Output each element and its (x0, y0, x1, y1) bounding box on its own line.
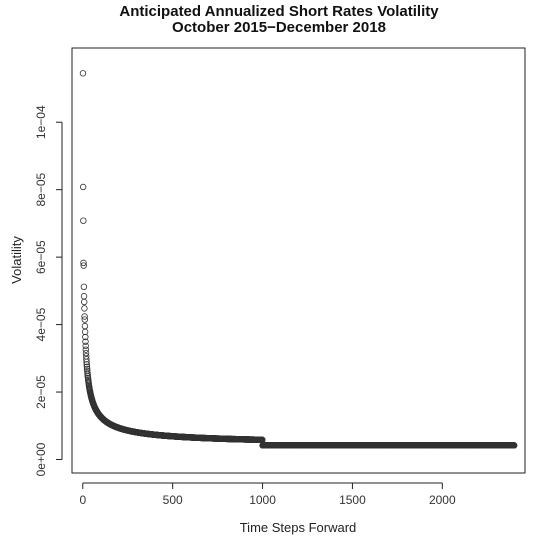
data-point (79, 70, 87, 77)
x-axis: 0 500 1000 1500 2000 (79, 482, 456, 507)
data-point (83, 358, 90, 366)
data-point (81, 322, 89, 330)
y-axis-label: Volatility (9, 236, 24, 284)
data-point (80, 262, 87, 269)
plot-frame (71, 47, 526, 474)
y-tick-label: 6e−05 (34, 240, 48, 274)
y-tick-label: 0e+00 (34, 442, 48, 476)
x-axis-label: Time Steps Forward (240, 520, 357, 535)
data-point (82, 342, 89, 350)
data-point (83, 363, 91, 370)
x-tick-label: 2000 (429, 493, 456, 507)
y-tick-label: 8e−05 (34, 172, 48, 206)
data-point (81, 298, 88, 306)
chart-title: Anticipated Annualized Short Rates Volat… (119, 3, 439, 20)
x-tick-label: 1000 (249, 493, 276, 507)
x-tick-label: 0 (79, 493, 86, 507)
y-tick-label: 2e−05 (34, 375, 48, 409)
data-point (82, 338, 89, 345)
data-point (82, 333, 89, 341)
data-point (81, 305, 88, 312)
chart-subtitle: October 2015−December 2018 (172, 19, 386, 36)
x-tick-label: 1500 (339, 493, 366, 507)
data-point (80, 283, 88, 291)
data-point (79, 183, 87, 191)
data-point (81, 328, 89, 336)
data-point (81, 313, 88, 320)
y-axis: 0e+00 2e−05 4e−05 6e−05 8e−05 1e−04 (34, 105, 63, 476)
data-point (81, 316, 88, 323)
data-point (82, 346, 90, 353)
data-point (82, 349, 90, 357)
data-point (511, 442, 518, 449)
y-tick-label: 1e−04 (34, 105, 48, 139)
data-point (80, 217, 87, 224)
y-tick-label: 4e−05 (34, 307, 48, 341)
data-point (83, 361, 90, 368)
data-point (80, 259, 87, 267)
data-point (80, 293, 88, 300)
x-tick-label: 500 (163, 493, 183, 507)
data-points (79, 70, 518, 449)
